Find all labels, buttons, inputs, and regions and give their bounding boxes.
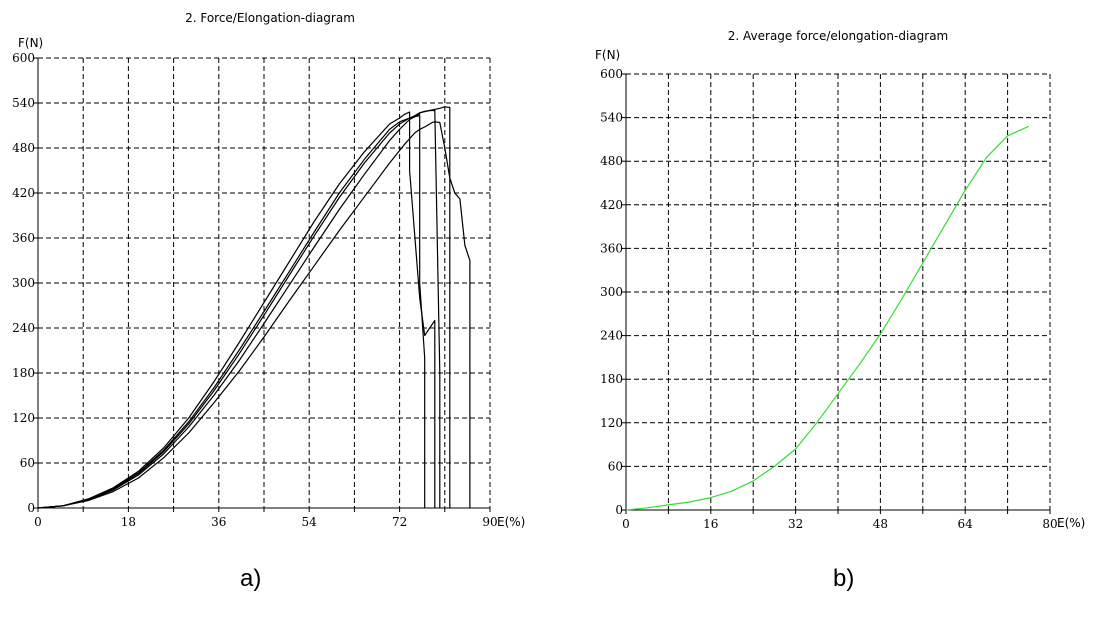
chart-b-title: 2. Average force/elongation-diagram [728,29,948,43]
average-force-elongation-chart: 2. Average force/elongation-diagram F(N)… [595,29,1085,531]
chart-a-y-tick-label: 240 [12,321,35,335]
chart-b-y-tick-label: 0 [615,503,623,517]
chart-a-y-tick-label: 360 [12,231,35,245]
chart-a-tick-labels: 0 18 36 54 72 90 0 60 120 180 240 300 360 420 480 540 60… [12,51,498,529]
chart-a-x-axis-label: E(%) [497,515,525,529]
chart-b-y-tick-label: 600 [600,67,623,81]
chart-a-y-axis-label: F(N) [18,36,43,50]
chart-a-series [37,106,471,509]
chart-a-x-tick-label: 18 [121,515,136,529]
chart-b-series [625,125,1030,511]
chart-b-y-tick-label: 540 [600,111,623,125]
chart-b-x-tick-label: 64 [958,517,974,531]
chart-b-grid [626,73,1051,510]
chart-b-x-tick-label: 0 [622,517,630,531]
chart-b-y-tick-label: 360 [600,241,623,255]
chart-a-series-line-1 [37,121,471,509]
chart-a-series-line-5 [37,109,441,509]
chart-a-x-tick-label: 72 [392,515,407,529]
chart-a-x-tick-label: 90 [482,515,497,529]
chart-a-y-tick-label: 180 [12,366,35,380]
chart-a-y-tick-label: 120 [12,411,35,425]
chart-a-axes [34,57,491,512]
chart-b-series-line-1 [625,125,1030,511]
chart-a-series-line-4 [37,111,436,509]
chart-a-x-tick-label: 36 [211,515,226,529]
chart-b-x-tick-label: 16 [703,517,718,531]
chart-b-x-axis-label: E(%) [1057,516,1085,530]
chart-b-x-tick-label: 48 [873,517,888,531]
panel-a-label: a) [240,565,261,592]
force-elongation-chart: 2. Force/Elongation-diagram F(N) E(%) 0 1… [12,11,525,529]
chart-b-tick-labels: 0 16 32 48 64 80 0 60 120 180 240 300 360 420 480 540 60… [600,67,1058,531]
chart-b-x-tick-label: 32 [788,517,803,531]
chart-b-y-tick-label: 480 [600,154,623,168]
chart-b-x-tick-label: 80 [1042,517,1057,531]
chart-a-title: 2. Force/Elongation-diagram [185,11,355,25]
chart-b-y-tick-label: 240 [600,329,623,343]
chart-a-y-tick-label: 0 [27,501,35,515]
chart-b-y-tick-label: 120 [600,416,623,430]
chart-a-y-tick-label: 600 [12,51,35,65]
chart-a-y-tick-label: 480 [12,141,35,155]
chart-a-series-line-3 [37,115,426,509]
chart-b-y-tick-label: 180 [600,372,623,386]
chart-a-x-tick-label: 0 [34,515,42,529]
chart-b-y-tick-label: 60 [608,459,623,473]
chart-a-series-line-2 [37,106,451,509]
chart-a-x-tick-label: 54 [302,515,318,529]
panel-b-label: b) [833,565,854,592]
chart-b-axes [622,73,1051,514]
chart-a-y-tick-label: 540 [12,96,35,110]
chart-b-y-tick-label: 300 [600,285,623,299]
chart-a-y-tick-label: 420 [12,186,35,200]
chart-b-y-tick-label: 420 [600,198,623,212]
chart-b-y-axis-label: F(N) [595,48,620,62]
chart-a-grid [38,57,491,508]
chart-a-y-tick-label: 60 [20,456,35,470]
chart-a-y-tick-label: 300 [12,276,35,290]
